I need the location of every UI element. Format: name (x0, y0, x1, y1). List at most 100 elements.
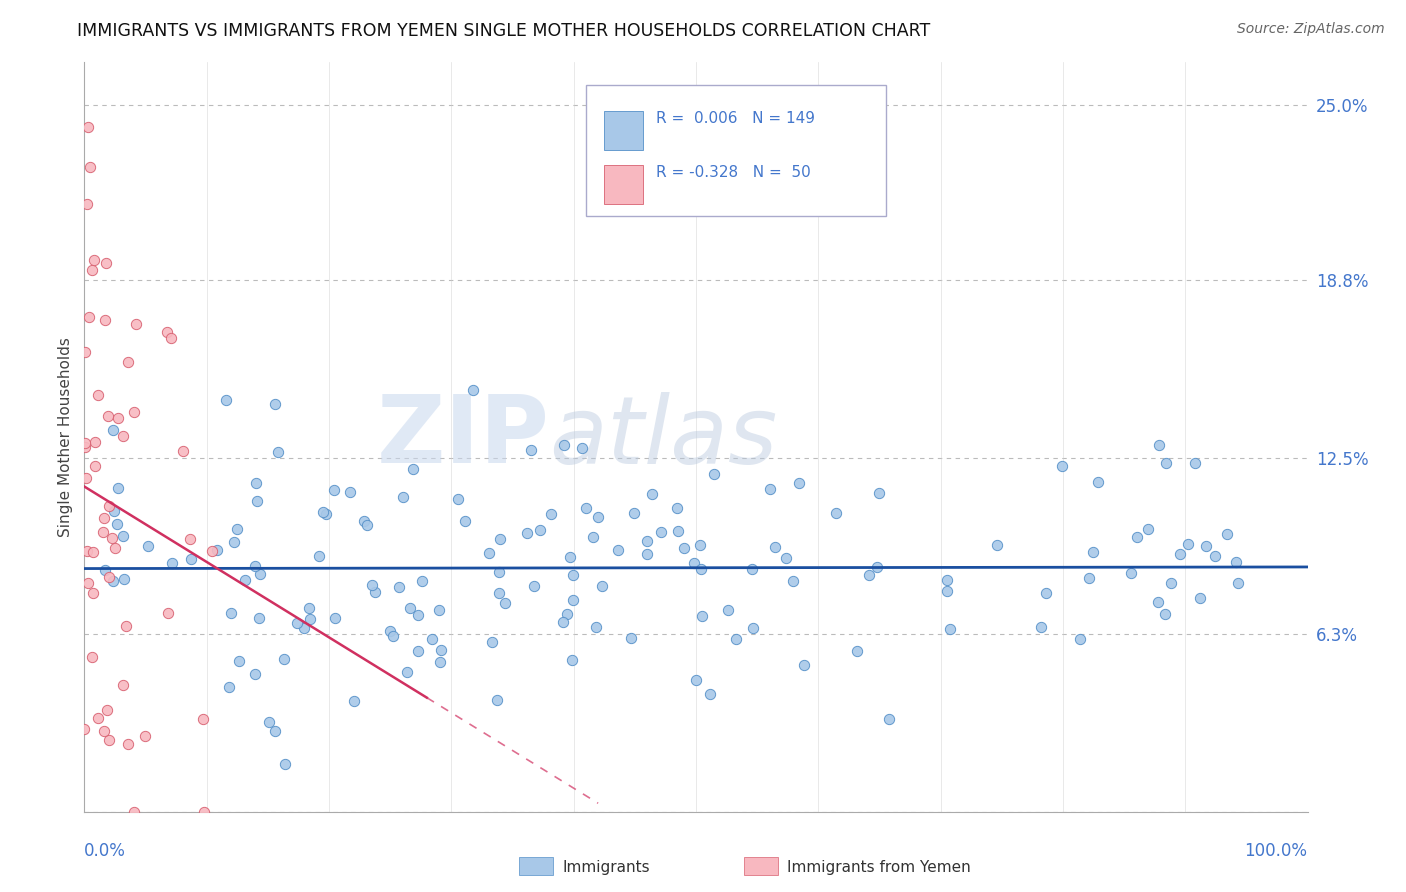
Point (273, 651, 295, 665)
Point (323, 611, 346, 625)
Point (703, 467, 725, 482)
Point (205, 542, 228, 557)
Point (83, 434, 105, 449)
Point (636, 534, 658, 549)
Point (1035, 585, 1057, 599)
Point (82, 545, 104, 559)
Point (77, 310, 100, 324)
Point (716, 603, 738, 617)
Text: Immigrants: Immigrants (562, 860, 650, 874)
Point (172, 444, 194, 458)
Point (115, 618, 138, 632)
Text: 0.0%: 0.0% (84, 842, 127, 860)
Point (136, 539, 159, 553)
Text: ZIP: ZIP (377, 391, 550, 483)
Point (591, 579, 613, 593)
Point (388, 580, 411, 594)
Point (562, 592, 585, 607)
Point (683, 556, 706, 570)
Point (1147, 594, 1170, 608)
Point (356, 517, 378, 532)
Point (553, 438, 575, 452)
Point (741, 621, 763, 635)
Point (846, 643, 869, 657)
Point (1168, 547, 1191, 561)
Point (180, 552, 202, 566)
Point (585, 619, 607, 633)
Point (73, 435, 96, 450)
Point (1184, 456, 1206, 470)
Point (94, 312, 117, 326)
Point (540, 507, 562, 521)
Point (427, 603, 450, 617)
Point (936, 573, 959, 587)
Point (292, 621, 315, 635)
Text: R =  0.006   N = 149: R = 0.006 N = 149 (655, 111, 814, 126)
Y-axis label: Single Mother Households: Single Mother Households (58, 337, 73, 537)
Point (246, 493, 269, 508)
Point (868, 486, 890, 500)
Point (551, 615, 574, 629)
Point (93, 723, 115, 738)
Point (430, 642, 453, 657)
Point (360, 578, 382, 592)
Point (986, 538, 1008, 552)
Point (392, 490, 415, 504)
Point (160, 556, 183, 570)
Point (218, 680, 240, 694)
Point (91, 525, 114, 540)
Text: R = -0.328   N =  50: R = -0.328 N = 50 (655, 165, 810, 180)
Point (79, 160, 101, 174)
Point (343, 694, 366, 708)
Point (117, 737, 139, 751)
Point (402, 462, 425, 476)
Point (1126, 530, 1149, 544)
Point (104, 541, 127, 556)
Point (406, 644, 429, 658)
Point (94, 256, 117, 270)
Point (274, 757, 297, 772)
Point (494, 596, 516, 610)
Point (96, 703, 118, 717)
Point (83, 253, 105, 268)
Point (75, 471, 97, 485)
Point (82, 586, 104, 600)
Point (858, 567, 880, 582)
Point (80, 649, 103, 664)
Point (1226, 576, 1249, 591)
Point (125, 317, 148, 331)
Point (1225, 555, 1247, 569)
Point (741, 561, 763, 575)
Point (429, 655, 451, 669)
Point (315, 507, 337, 521)
Point (411, 574, 433, 589)
Point (76, 576, 98, 591)
Point (122, 805, 145, 819)
Text: 100.0%: 100.0% (1244, 842, 1308, 860)
Point (1069, 632, 1091, 647)
Point (759, 483, 782, 497)
Point (312, 505, 335, 519)
Point (1204, 549, 1226, 563)
Point (1119, 566, 1142, 580)
Point (298, 600, 321, 615)
Text: Immigrants from Yemen: Immigrants from Yemen (787, 860, 972, 874)
Point (1087, 475, 1109, 489)
Point (111, 428, 134, 442)
Point (107, 410, 129, 425)
Point (689, 538, 711, 552)
Point (561, 568, 583, 582)
Point (76, 544, 98, 558)
Point (156, 326, 179, 340)
Point (606, 542, 628, 557)
Point (245, 476, 267, 491)
Point (249, 566, 271, 581)
Point (623, 506, 645, 520)
Point (866, 559, 889, 574)
Point (86, 710, 108, 724)
Point (666, 501, 689, 516)
Point (775, 551, 797, 566)
Point (93, 511, 115, 525)
Point (134, 729, 156, 743)
Point (571, 442, 593, 456)
